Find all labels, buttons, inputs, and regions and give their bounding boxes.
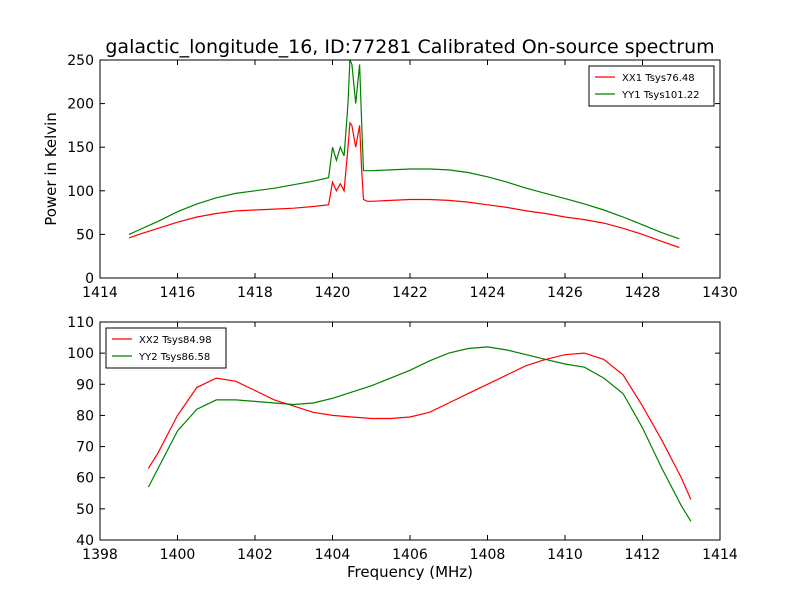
x-tick-label: 1404	[315, 547, 351, 563]
x-tick-label: 1420	[315, 285, 351, 301]
x-tick-label: 1398	[82, 547, 118, 563]
figure-title: galactic_longitude_16, ID:77281 Calibrat…	[105, 36, 714, 58]
legend: XX2 Tsys84.98 YY2 Tsys86.58	[105, 327, 227, 369]
subplot-1: 1414 1416 1418 1420 1422 1424 1426 1428 1430 0 50 1…	[42, 53, 738, 301]
y-axis-label: Power in Kelvin	[42, 112, 60, 226]
series-line-2	[128, 60, 680, 240]
x-tick-label: 1402	[237, 547, 273, 563]
x-tick-label: 1414	[702, 547, 738, 563]
legend-label: YY2 Tsys86.58	[138, 352, 210, 363]
y-tick-label: 0	[85, 271, 94, 287]
x-tick-label: 1418	[237, 285, 273, 301]
y-tick-label: 150	[67, 140, 94, 156]
plots-group: 1414 1416 1418 1420 1422 1424 1426 1428 14300501…	[42, 53, 738, 581]
subplot-2: 1398 1400 1402 1404 1406 1408 1410 1412 1414 40 50…	[67, 315, 738, 581]
x-tick-label: 1400	[160, 547, 196, 563]
legend-box	[105, 327, 227, 369]
x-tick-label: 1422	[392, 285, 428, 301]
x-tick-label: 1408	[470, 547, 506, 563]
x-tick-label: 1414	[82, 285, 118, 301]
y-tick-label: 100	[67, 184, 94, 200]
x-tick-label: 1428	[625, 285, 661, 301]
x-tick-label: 1430	[702, 285, 738, 301]
y-tick-label: 70	[76, 440, 94, 456]
y-tick-label: 200	[67, 97, 94, 113]
x-tick-label: 1406	[392, 547, 428, 563]
legend: XX1 Tsys76.48 YY1 Tsys101.22	[588, 65, 715, 107]
x-tick-label: 1426	[547, 285, 583, 301]
legend-box	[588, 65, 715, 107]
x-tick-label: 1412	[625, 547, 661, 563]
y-tick-label: 50	[76, 227, 94, 243]
y-tick-label: 250	[67, 53, 94, 69]
y-tick-label: 40	[76, 533, 94, 549]
series-line-1	[128, 121, 680, 249]
x-tick-label: 1410	[547, 547, 583, 563]
y-tick-label: 90	[76, 377, 94, 393]
series-line-2	[147, 346, 692, 522]
legend-label: XX1 Tsys76.48	[622, 73, 695, 84]
series-line-1	[147, 352, 692, 500]
x-tick-label: 1424	[470, 285, 506, 301]
y-tick-label: 100	[67, 346, 94, 362]
legend-label: XX2 Tsys84.98	[139, 335, 212, 346]
y-tick-label: 110	[67, 315, 94, 331]
y-tick-label: 60	[76, 471, 94, 487]
y-tick-label: 50	[76, 502, 94, 518]
x-tick-label: 1416	[160, 285, 196, 301]
y-tick-label: 80	[76, 408, 94, 424]
legend-label: YY1 Tsys101.22	[621, 90, 700, 101]
x-axis-label: Frequency (MHz)	[347, 563, 473, 581]
